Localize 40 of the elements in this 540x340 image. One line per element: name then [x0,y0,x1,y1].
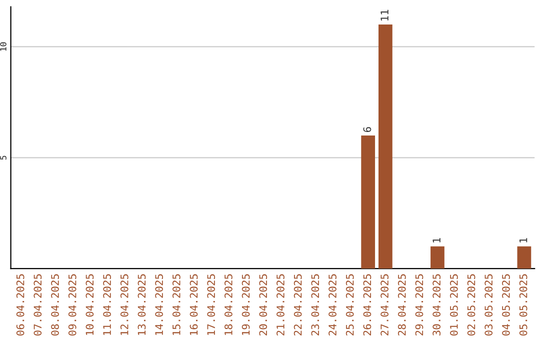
x-tick-label: 01.05.2025 [450,274,458,336]
x-tick-label: 28.04.2025 [398,274,406,336]
x-tick-label: 30.04.2025 [432,274,441,336]
x-tick-label: 13.04.2025 [138,274,146,335]
x-tick-label: 12.04.2025 [120,274,128,335]
x-tick-label: 25.04.2025 [346,274,354,336]
x-tick-label: 20.04.2025 [259,274,268,336]
x-tick-label: 11.04.2025 [103,274,111,335]
x-tick-label: 19.04.2025 [242,274,250,335]
x-tick-label: 10.04.2025 [86,274,94,335]
x-tick-label: 27.04.2025 [380,274,388,336]
x-tick-label: 23.04.2025 [311,274,320,336]
x-tick-label: 04.05.2025 [502,274,510,336]
x-tick-label: 16.04.2025 [190,274,198,335]
x-tick-label: 09.04.2025 [68,274,76,336]
bar [378,24,392,269]
x-tick-label: 06.04.2025 [16,274,24,336]
bar [517,246,532,269]
data-label: 6 [363,127,372,132]
x-tick-label: 07.04.2025 [34,274,42,336]
bar [430,246,444,269]
data-label: 1 [520,238,528,242]
x-tick-label: 18.04.2025 [224,274,232,335]
bar [361,135,376,269]
x-tick-label: 03.05.2025 [484,274,493,336]
x-tick-label: 26.04.2025 [363,274,372,336]
x-tick-label: 22.04.2025 [294,274,302,336]
y-tick-label: 5 [0,156,6,160]
x-tick-label: 08.04.2025 [51,274,59,336]
x-tick-label: 05.05.2025 [519,274,528,336]
x-tick-label: 21.04.2025 [276,274,284,336]
x-tick-label: 17.04.2025 [207,274,216,335]
data-label: 11 [380,10,388,21]
x-tick-label: 24.04.2025 [328,274,336,336]
y-tick-label: 10 [0,42,6,51]
data-label: 1 [432,238,440,242]
x-tick-label: 02.05.2025 [467,274,476,336]
x-tick-label: 14.04.2025 [155,274,164,335]
x-tick-label: 15.04.2025 [172,274,180,335]
x-tick-label: 29.04.2025 [415,274,424,336]
